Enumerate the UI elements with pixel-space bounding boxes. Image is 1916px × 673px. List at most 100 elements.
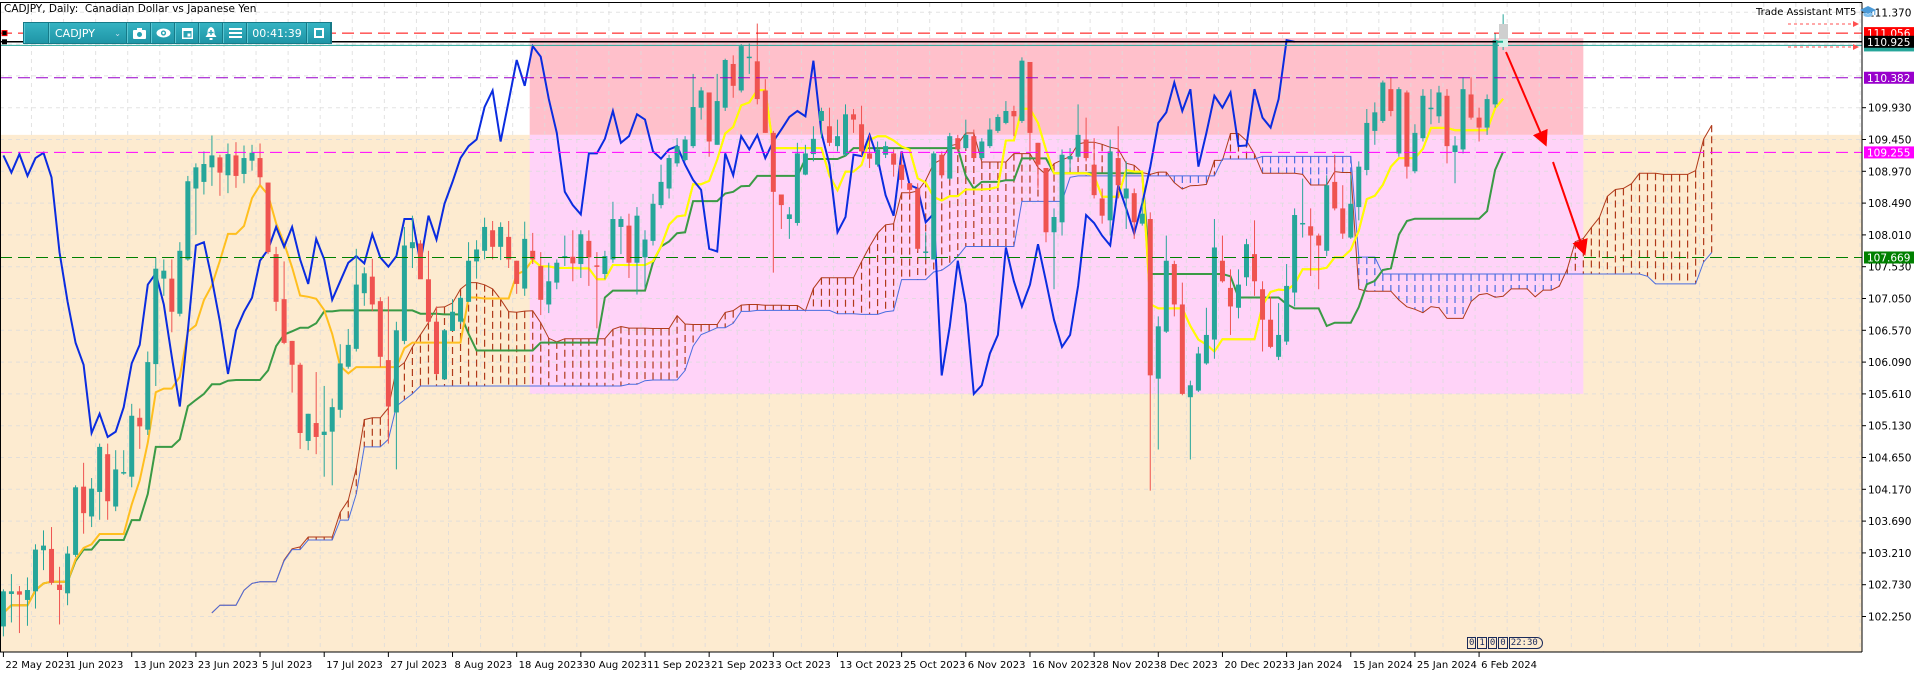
candle	[722, 58, 728, 112]
candle-body	[305, 413, 311, 441]
candle	[1492, 33, 1498, 108]
calendar-button[interactable]	[175, 23, 199, 43]
x-tick-label: 30 Aug 2023	[583, 660, 647, 671]
candle-body	[217, 157, 223, 173]
candle-body	[1123, 188, 1129, 199]
candle	[594, 252, 600, 329]
candle	[1155, 316, 1161, 450]
candle-body	[1195, 353, 1201, 391]
candle-body	[442, 330, 447, 380]
candle	[281, 261, 287, 345]
candle	[754, 23, 760, 105]
candle	[979, 138, 985, 161]
y-tick-label: 107.530	[1868, 262, 1911, 274]
candle	[818, 107, 824, 139]
candle-body	[995, 116, 1001, 131]
symbol-selector[interactable]: CADJPY ⌄	[49, 23, 127, 43]
chart-toolbar: CADJPY ⌄ 00:41:39	[23, 22, 332, 44]
candle	[810, 126, 816, 162]
candle-body	[233, 155, 239, 176]
trade-marker-sl	[1499, 24, 1508, 39]
candle-body	[8, 591, 14, 594]
candle-body	[1364, 122, 1370, 170]
candle	[915, 183, 921, 251]
candle-body	[1155, 326, 1161, 379]
candle	[586, 230, 592, 286]
alert-button[interactable]	[199, 23, 223, 43]
candle	[1476, 107, 1482, 142]
candle-body	[32, 549, 38, 592]
menu-button[interactable]	[223, 23, 247, 43]
candle	[498, 222, 504, 261]
x-tick-label: 27 Jul 2023	[390, 660, 447, 671]
candle-body	[650, 203, 656, 241]
x-tick-label: 16 Nov 2023	[1032, 660, 1096, 671]
candle	[1332, 154, 1338, 211]
restore-button[interactable]	[307, 23, 331, 43]
candle	[923, 232, 929, 260]
candle-body	[113, 469, 119, 507]
candle-body	[1203, 334, 1209, 364]
candle	[875, 141, 881, 167]
screenshot-button[interactable]	[127, 23, 151, 43]
x-tick-label: 18 Aug 2023	[519, 660, 583, 671]
candle-body	[129, 415, 135, 477]
candle-body	[73, 487, 79, 555]
candle-body	[706, 92, 712, 142]
candle	[770, 130, 776, 273]
candle	[1035, 142, 1041, 189]
candle	[49, 527, 55, 585]
senkou-span-b-line	[211, 155, 1713, 614]
candle-body	[971, 136, 977, 159]
y-tick-label: 107.050	[1868, 294, 1911, 306]
candle-body	[818, 111, 824, 121]
grid-layer	[0, 3, 1862, 652]
y-tick-label: 104.650	[1868, 453, 1911, 465]
candle	[826, 107, 832, 147]
x-tick-label: 28 Nov 2023	[1096, 660, 1160, 671]
candle	[1211, 219, 1217, 359]
x-tick-label: 20 Dec 2023	[1224, 660, 1288, 671]
watch-button[interactable]	[151, 23, 175, 43]
candle	[265, 182, 271, 255]
candle-body	[594, 265, 600, 267]
candle-body	[329, 407, 335, 432]
candle	[883, 141, 889, 159]
toolbar-grip-handle[interactable]	[24, 23, 49, 43]
candle-body	[1091, 164, 1097, 196]
candle	[947, 132, 953, 180]
candle-body	[778, 194, 784, 206]
alert-bell-icon	[205, 26, 217, 40]
indicator-lines	[2, 38, 1505, 614]
candle-body	[1027, 61, 1033, 133]
candle-body	[169, 278, 175, 312]
candle-body	[762, 90, 768, 133]
candle-body	[1147, 219, 1153, 376]
candle-body	[1348, 203, 1354, 238]
candle-body	[89, 488, 95, 517]
candle-body	[450, 311, 456, 331]
trade-assistant-panel[interactable]: Trade Assistant MT5	[1756, 6, 1877, 18]
candle-body	[634, 215, 640, 263]
candle-body	[626, 225, 632, 263]
candle-body	[1356, 166, 1362, 208]
candle-body	[41, 545, 46, 551]
candle	[899, 151, 905, 189]
candle	[690, 73, 696, 149]
candle-body	[1268, 319, 1274, 347]
candle-body	[1043, 167, 1049, 233]
candle	[24, 577, 30, 626]
x-tick-label: 3 Jan 2024	[1289, 660, 1343, 671]
candle	[161, 259, 167, 296]
candle-body	[1452, 145, 1458, 153]
senkou-span-a-line	[211, 125, 1713, 614]
candle	[642, 230, 648, 288]
candle-body	[1396, 89, 1402, 154]
candle	[482, 217, 488, 260]
candle-body	[786, 214, 792, 219]
candle-body	[353, 284, 359, 349]
candle-body	[417, 243, 423, 280]
x-tick-label: 11 Sep 2023	[647, 660, 710, 671]
price-label: 107.669	[1867, 252, 1910, 264]
